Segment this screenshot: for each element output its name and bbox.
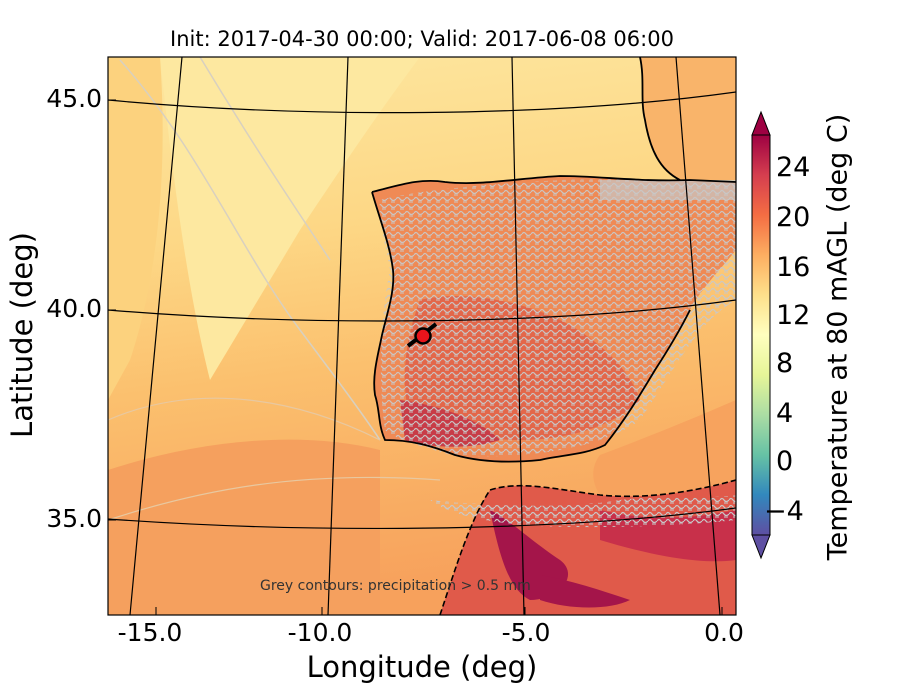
xtick-m10: -10.0 [287,618,353,647]
y-axis-label: Latitude (deg) [5,232,39,438]
cbtick-m4: −4 [764,496,804,527]
cbtick-12: 12 [776,300,811,331]
station-marker [414,327,432,345]
ytick-35: 35.0 [46,504,102,533]
coastline-iberia [371,175,736,463]
colorbar [751,110,771,560]
map-frame [107,56,737,616]
ytick-45: 45.0 [46,84,102,113]
xtick-0: 0.0 [704,618,744,647]
cbtick-24: 24 [776,152,811,183]
xtick-m15: -15.0 [117,618,183,647]
figure-title: Init: 2017-04-30 00:00; Valid: 2017-06-0… [170,27,674,51]
coastline-france [639,57,681,181]
graticule-lon-10 [327,57,349,615]
graticule-lon-15 [129,57,183,615]
graticule-lon-0 [675,57,721,615]
x-axis-label: Longitude (deg) [306,650,538,684]
colorbar-label: Temperature at 80 mAGL (deg C) [822,113,854,561]
cbtick-20: 20 [776,202,811,233]
france-land [640,57,736,180]
cbtick-8: 8 [776,348,794,379]
cbtick-16: 16 [776,252,811,283]
graticule-lat-40 [108,299,736,322]
graticule-lat-35 [108,507,736,530]
xtick-m5: -5.0 [501,618,551,647]
ytick-40: 40.0 [46,294,102,323]
graticule-lon-5 [511,57,525,615]
cbtick-4: 4 [776,398,794,429]
graticule-lat-45 [108,91,736,114]
cbtick-0: 0 [776,446,794,477]
precip-note: Grey contours: precipitation > 0.5 mm [260,578,531,594]
cool-tongue [160,57,420,380]
